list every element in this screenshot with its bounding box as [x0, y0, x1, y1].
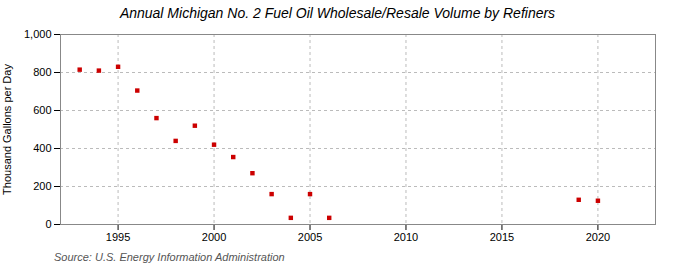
svg-text:0: 0 — [45, 218, 51, 230]
svg-text:400: 400 — [33, 142, 51, 154]
svg-text:2015: 2015 — [490, 231, 514, 243]
svg-text:2020: 2020 — [586, 231, 610, 243]
svg-text:Thousand Gallons per Day: Thousand Gallons per Day — [1, 64, 13, 195]
svg-text:2010: 2010 — [394, 231, 418, 243]
svg-text:800: 800 — [33, 66, 51, 78]
html-text:Source: U.S. Energy Informatio: Source: U.S. Energy Information Administ… — [54, 251, 285, 263]
svg-text:2000: 2000 — [202, 231, 226, 243]
html-text:Annual Michigan No. 2 Fuel Oil: Annual Michigan No. 2 Fuel Oil Wholesale… — [119, 5, 556, 21]
svg-text:2005: 2005 — [298, 231, 322, 243]
svg-text:1,000: 1,000 — [24, 28, 52, 40]
svg-text:600: 600 — [33, 104, 51, 116]
svg-text:200: 200 — [33, 180, 51, 192]
svg-text:1995: 1995 — [106, 231, 130, 243]
